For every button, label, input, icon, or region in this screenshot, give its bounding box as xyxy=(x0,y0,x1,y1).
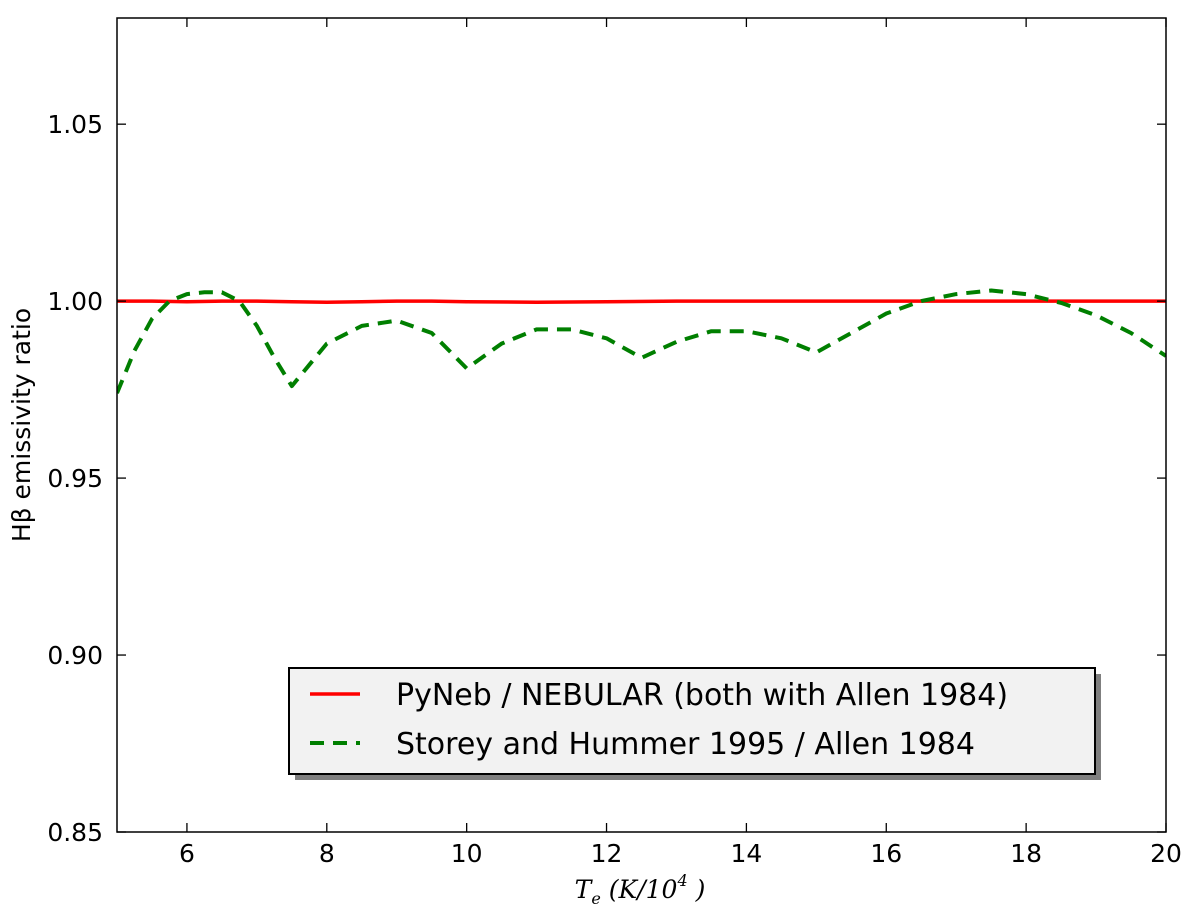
x-axis-label-superscript: 4 xyxy=(676,871,687,890)
x-tick-label: 14 xyxy=(730,839,762,868)
x-tick-label: 20 xyxy=(1150,839,1182,868)
x-tick-label: 6 xyxy=(179,839,195,868)
series-layer xyxy=(117,288,1166,394)
y-tick-label: 0.90 xyxy=(47,641,103,670)
plot-frame xyxy=(116,17,1167,833)
y-axis: 0.85 0.90 0.95 1.00 1.05 xyxy=(47,110,1166,847)
series-line-0 xyxy=(117,299,1166,304)
x-tick-label: 18 xyxy=(1010,839,1042,868)
y-tick-label: 0.85 xyxy=(47,818,103,847)
y-tick-label: 1.00 xyxy=(47,287,103,316)
x-axis-label: Te (K/104 ) xyxy=(575,871,706,908)
series-line-1 xyxy=(117,288,1166,394)
x-axis-label-units: (K/10 xyxy=(601,875,678,904)
x-tick-label: 16 xyxy=(870,839,902,868)
legend: PyNeb / NEBULAR (both with Allen 1984) S… xyxy=(288,667,1101,780)
x-axis-label-subscript: e xyxy=(591,889,600,908)
x-tick-label: 12 xyxy=(591,839,623,868)
legend-label-pyneb: PyNeb / NEBULAR (both with Allen 1984) xyxy=(396,678,1008,713)
x-tick-label: 10 xyxy=(451,839,483,868)
x-tick-label: 8 xyxy=(319,839,335,868)
y-axis-label: Hβ emissivity ratio xyxy=(7,308,36,542)
x-axis-label-close: ) xyxy=(688,875,706,904)
y-tick-label: 0.95 xyxy=(47,464,103,493)
x-axis: 6 8 10 12 14 16 18 20 xyxy=(179,18,1182,868)
legend-box xyxy=(288,667,1096,775)
x-axis-label-base: T xyxy=(575,875,594,904)
legend-label-storey-hummer: Storey and Hummer 1995 / Allen 1984 xyxy=(396,727,975,762)
y-tick-label: 1.05 xyxy=(47,110,103,139)
